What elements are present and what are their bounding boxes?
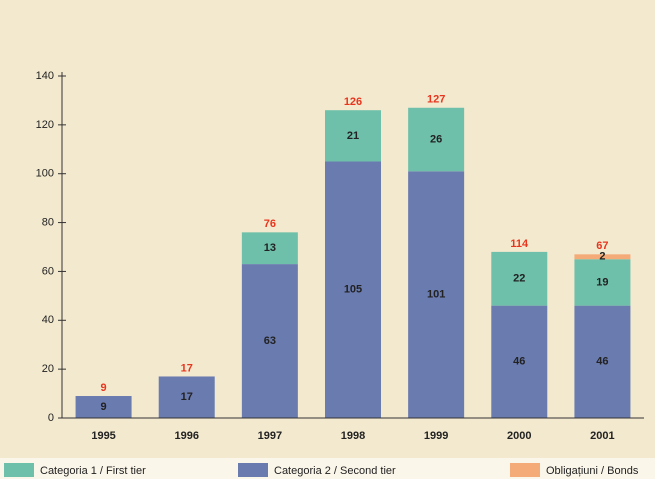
bar-segment bbox=[491, 251, 548, 306]
x-tick-label: 1998 bbox=[341, 430, 365, 442]
segment-label: 26 bbox=[430, 133, 442, 145]
bar-segment bbox=[491, 305, 548, 418]
y-tick-label: 40 bbox=[42, 314, 54, 326]
segment-label: 22 bbox=[513, 273, 525, 285]
y-tick-label: 0 bbox=[48, 412, 54, 424]
bar-segment bbox=[574, 305, 631, 418]
y-tick-label: 120 bbox=[36, 119, 54, 131]
segment-label: 101 bbox=[427, 289, 445, 301]
legend-label: Categoria 1 / First tier bbox=[40, 465, 146, 477]
total-label: 67 bbox=[596, 240, 608, 252]
x-tick-label: 1997 bbox=[258, 430, 282, 442]
legend-label: Categoria 2 / Second tier bbox=[274, 465, 396, 477]
y-tick-label: 80 bbox=[42, 216, 54, 228]
segment-label: 63 bbox=[264, 335, 276, 347]
x-tick-label: 1995 bbox=[91, 430, 115, 442]
y-tick-label: 60 bbox=[42, 265, 54, 277]
legend-label: Obligațiuni / Bonds bbox=[546, 465, 639, 477]
total-label: 127 bbox=[427, 94, 445, 106]
y-tick-label: 140 bbox=[36, 70, 54, 82]
segment-label: 13 bbox=[264, 242, 276, 254]
total-label: 9 bbox=[101, 382, 107, 394]
bar-segment bbox=[574, 254, 631, 260]
bar-segment bbox=[574, 259, 631, 306]
bar-segment bbox=[158, 376, 215, 418]
segment-label: 105 bbox=[344, 284, 362, 296]
x-tick-label: 2001 bbox=[590, 430, 614, 442]
bar-segment bbox=[75, 396, 132, 418]
segment-label: 46 bbox=[596, 356, 608, 368]
bar-segment bbox=[408, 107, 465, 172]
segment-label: 17 bbox=[181, 391, 193, 403]
total-label: 114 bbox=[510, 238, 529, 250]
total-label: 76 bbox=[264, 218, 276, 230]
segment-label: 19 bbox=[596, 276, 608, 288]
legend-swatch bbox=[4, 463, 34, 477]
total-label: 126 bbox=[344, 96, 362, 108]
legend-swatch bbox=[238, 463, 268, 477]
bar-segment bbox=[241, 264, 298, 418]
bar-segment bbox=[325, 161, 381, 418]
total-label: 17 bbox=[181, 362, 193, 374]
y-tick-label: 20 bbox=[42, 363, 54, 375]
x-tick-label: 2000 bbox=[507, 430, 531, 442]
segment-label: 2 bbox=[599, 251, 605, 263]
bar-segment bbox=[325, 110, 381, 162]
bar-segment bbox=[408, 171, 465, 418]
x-tick-label: 1999 bbox=[424, 430, 448, 442]
x-tick-label: 1996 bbox=[174, 430, 198, 442]
legend-band bbox=[0, 458, 655, 479]
segment-label: 9 bbox=[101, 401, 107, 413]
legend-swatch bbox=[510, 463, 540, 477]
y-tick-label: 100 bbox=[36, 168, 54, 180]
bar-segment bbox=[241, 232, 298, 265]
segment-label: 46 bbox=[513, 356, 525, 368]
segment-label: 21 bbox=[347, 130, 359, 142]
